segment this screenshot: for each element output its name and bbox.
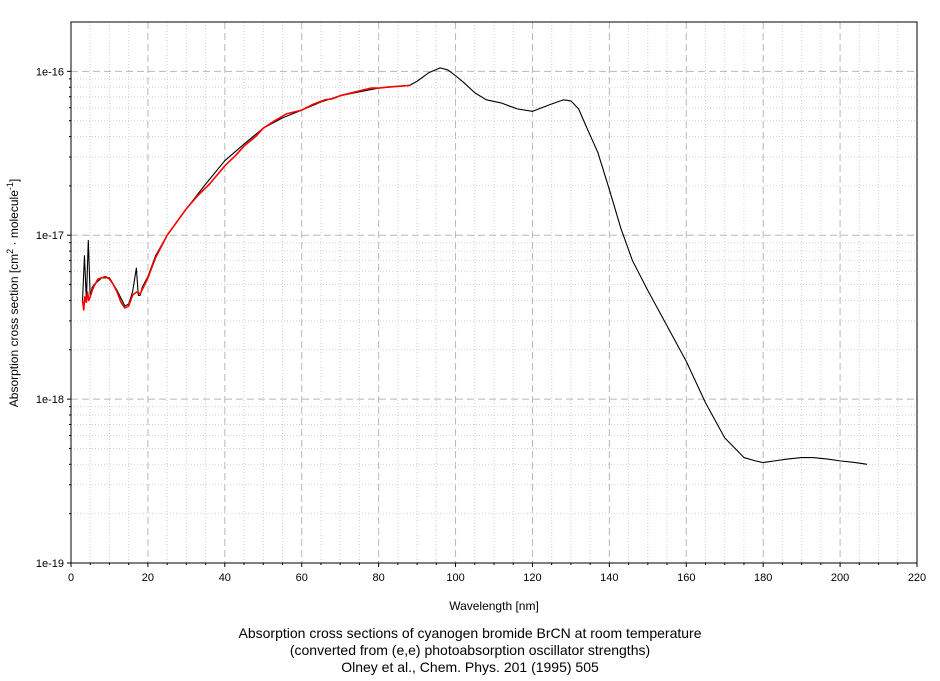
x-tick-label: 180 bbox=[754, 572, 772, 584]
y-axis-label-suffix: ] bbox=[7, 179, 21, 182]
y-axis-label-prefix: Absorption cross section [cm bbox=[7, 254, 21, 407]
x-tick-label: 40 bbox=[219, 572, 231, 584]
caption-title: Absorption cross sections of cyanogen br… bbox=[238, 625, 702, 641]
x-tick-label: 0 bbox=[68, 572, 74, 584]
x-tick-label: 20 bbox=[142, 572, 154, 584]
y-tick-label: 1e-17 bbox=[36, 230, 64, 242]
chart: 0 20 40 60 80 100 120 140 160 180 200 220 1e-19 1e-18… bbox=[5, 21, 926, 613]
grid bbox=[71, 22, 917, 563]
y-axis-label: Absorption cross section [cm2 · molecule… bbox=[5, 179, 21, 407]
axis-ticks: 0 20 40 60 80 100 120 140 160 180 200 220 1e-19 1e-18… bbox=[36, 66, 926, 584]
y-axis-label-sup1: 2 bbox=[5, 249, 15, 254]
y-axis-label-mid: · molecule bbox=[7, 190, 21, 249]
y-axis-label-sup2: -1 bbox=[5, 182, 15, 190]
x-tick-label: 80 bbox=[373, 572, 385, 584]
y-tick-label: 1e-19 bbox=[36, 558, 64, 570]
x-tick-label: 160 bbox=[677, 572, 695, 584]
y-tick-label: 1e-16 bbox=[36, 66, 64, 78]
y-tick-label: 1e-18 bbox=[36, 394, 64, 406]
x-tick-label: 140 bbox=[600, 572, 618, 584]
series-group bbox=[81, 67, 868, 465]
x-tick-label: 220 bbox=[908, 572, 926, 584]
x-tick-label: 100 bbox=[446, 572, 464, 584]
x-tick-label: 200 bbox=[831, 572, 849, 584]
x-tick-label: 60 bbox=[296, 572, 308, 584]
x-tick-label: 120 bbox=[523, 572, 541, 584]
caption-reference: Olney et al., Chem. Phys. 201 (1995) 505 bbox=[341, 659, 599, 675]
series-line-2 bbox=[81, 84, 410, 311]
caption-subtitle: (converted from (e,e) photoabsorption os… bbox=[289, 642, 651, 658]
x-axis-label: Wavelength [nm] bbox=[449, 599, 539, 613]
